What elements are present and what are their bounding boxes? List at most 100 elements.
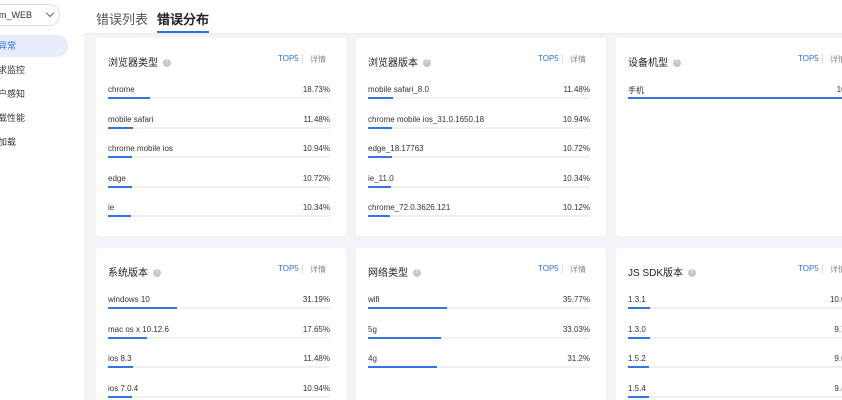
top5-toggle[interactable]: TOP5 bbox=[798, 264, 819, 273]
list-item[interactable]: chrome mobile ios_31.0.1650.18 10.94% bbox=[368, 115, 590, 133]
progress-fill bbox=[368, 336, 442, 339]
card-title-text: JS SDK版本 bbox=[628, 268, 684, 279]
list-item[interactable]: chrome mobile ios 10.94% bbox=[108, 144, 330, 162]
progress-track bbox=[108, 395, 330, 398]
progress-fill bbox=[628, 395, 649, 398]
progress-fill bbox=[368, 215, 391, 217]
item-name: mac os x 10.12.6 bbox=[108, 324, 169, 334]
sidebar-item-load-performance[interactable]: 载性能 bbox=[0, 107, 25, 129]
top5-toggle[interactable]: TOP5 bbox=[278, 54, 299, 63]
item-name: ie_11.0 bbox=[368, 173, 394, 183]
progress-fill bbox=[368, 126, 393, 129]
list-item[interactable]: ie_11.0 10.34% bbox=[368, 174, 590, 192]
list-item[interactable]: 1.5.4 9.42 bbox=[628, 384, 842, 400]
list-item[interactable]: ios 8.3 11.48% bbox=[108, 354, 330, 372]
list-item[interactable]: 手机 100 bbox=[628, 85, 842, 103]
progress-track bbox=[628, 366, 842, 368]
item-name: chrome bbox=[108, 85, 135, 94]
info-icon[interactable] bbox=[163, 57, 171, 67]
info-icon[interactable] bbox=[153, 267, 161, 277]
item-value: 31.2% bbox=[567, 354, 590, 363]
item-value: 10.94% bbox=[302, 144, 330, 153]
list-item[interactable]: ios 7.0.4 10.94% bbox=[108, 384, 330, 400]
item-value: 31.19% bbox=[302, 295, 330, 304]
list-item[interactable]: chrome_72.0.3626.121 10.12% bbox=[368, 203, 590, 221]
progress-fill bbox=[108, 97, 150, 99]
item-value: 11.48% bbox=[563, 85, 590, 94]
list-item[interactable]: windows 10 31.19% bbox=[108, 295, 330, 313]
item-value: 10.72% bbox=[302, 173, 330, 183]
sidebar: m_WEB 异常 求监控 户感知 载性能 加载 bbox=[0, 0, 84, 400]
detail-link[interactable]: 详情 bbox=[830, 55, 842, 64]
progress-track bbox=[108, 185, 330, 188]
top5-toggle[interactable]: TOP5 bbox=[538, 264, 559, 273]
item-name: ios 7.0.4 bbox=[108, 383, 139, 393]
card-title: 系统版本 bbox=[108, 264, 161, 279]
top5-toggle[interactable]: TOP5 bbox=[538, 54, 559, 63]
app-selector[interactable]: m_WEB bbox=[0, 4, 60, 26]
item-value: 18.73% bbox=[302, 85, 330, 94]
tab-error-list[interactable]: 错误列表 bbox=[96, 12, 149, 27]
card-title-text: 设备机型 bbox=[628, 58, 668, 69]
item-name: ios 8.3 bbox=[108, 354, 132, 363]
progress-fill bbox=[628, 336, 650, 339]
list-item[interactable]: wifi 35.77% bbox=[368, 295, 590, 313]
list-item[interactable]: mac os x 10.12.6 17.65% bbox=[108, 325, 330, 343]
browser-type-card: 浏览器类型 TOP5 详情 chrome 18.73% mobile safari 11.4… bbox=[96, 38, 346, 236]
item-name: mobile safari_8.0 bbox=[368, 85, 429, 94]
item-name: wifi bbox=[368, 295, 380, 304]
detail-link[interactable]: 详情 bbox=[570, 55, 586, 64]
progress-fill bbox=[628, 97, 842, 99]
progress-track bbox=[368, 156, 590, 158]
sidebar-item-loading[interactable]: 加载 bbox=[0, 131, 16, 153]
sidebar-item-exceptions[interactable]: 异常 bbox=[0, 35, 68, 57]
progress-track bbox=[628, 97, 842, 99]
detail-link[interactable]: 详情 bbox=[830, 265, 842, 274]
chevron-down-icon bbox=[45, 8, 55, 18]
sidebar-item-user-perception[interactable]: 户感知 bbox=[0, 83, 25, 105]
info-icon[interactable] bbox=[688, 267, 697, 277]
item-name: edge bbox=[108, 173, 126, 183]
tab-error-distribution[interactable]: 错误分布 bbox=[157, 9, 210, 33]
item-name: 1.5.2 bbox=[628, 354, 646, 363]
info-icon[interactable] bbox=[413, 267, 421, 277]
list-item[interactable]: mobile safari 11.48% bbox=[108, 115, 330, 133]
progress-track bbox=[628, 307, 842, 309]
list-item[interactable]: 5g 33.03% bbox=[368, 325, 590, 343]
progress-fill bbox=[108, 307, 178, 309]
list-item[interactable]: 1.3.1 10.02 bbox=[628, 295, 842, 313]
progress-track bbox=[108, 336, 330, 339]
progress-fill bbox=[628, 366, 650, 368]
info-icon[interactable] bbox=[673, 57, 681, 67]
item-name: chrome mobile ios_31.0.1650.18 bbox=[368, 114, 485, 124]
detail-link[interactable]: 详情 bbox=[570, 265, 586, 274]
list-item[interactable]: edge 10.72% bbox=[108, 174, 330, 192]
list-item[interactable]: mobile safari_8.0 11.48% bbox=[368, 85, 590, 103]
divider bbox=[302, 54, 303, 64]
top5-toggle[interactable]: TOP5 bbox=[278, 264, 299, 273]
card-title: 浏览器版本 bbox=[368, 54, 431, 69]
detail-link[interactable]: 详情 bbox=[310, 265, 326, 274]
list-item[interactable]: 1.5.2 9.64 bbox=[628, 354, 842, 372]
item-value: 9.42 bbox=[834, 383, 842, 393]
progress-fill bbox=[368, 366, 438, 368]
list-item[interactable]: edge_18.17763 10.72% bbox=[368, 144, 590, 162]
item-value: 33.03% bbox=[562, 324, 590, 334]
list-item[interactable]: chrome 18.73% bbox=[108, 85, 330, 103]
item-value: 10.94% bbox=[562, 114, 590, 124]
detail-link[interactable]: 详情 bbox=[310, 55, 326, 64]
progress-track bbox=[108, 97, 330, 99]
list-item[interactable]: ie 10.34% bbox=[108, 203, 330, 221]
top5-toggle[interactable]: TOP5 bbox=[798, 54, 819, 63]
progress-fill bbox=[108, 215, 131, 217]
info-icon[interactable] bbox=[423, 57, 431, 67]
card-title-text: 系统版本 bbox=[108, 268, 148, 279]
progress-fill bbox=[368, 97, 394, 99]
item-value: 11.48% bbox=[303, 114, 330, 124]
progress-track bbox=[108, 307, 330, 309]
item-name: ie bbox=[108, 203, 115, 212]
progress-fill bbox=[628, 307, 651, 309]
list-item[interactable]: 1.3.0 9.75 bbox=[628, 325, 842, 343]
sidebar-item-request-monitor[interactable]: 求监控 bbox=[0, 59, 25, 81]
list-item[interactable]: 4g 31.2% bbox=[368, 354, 590, 372]
